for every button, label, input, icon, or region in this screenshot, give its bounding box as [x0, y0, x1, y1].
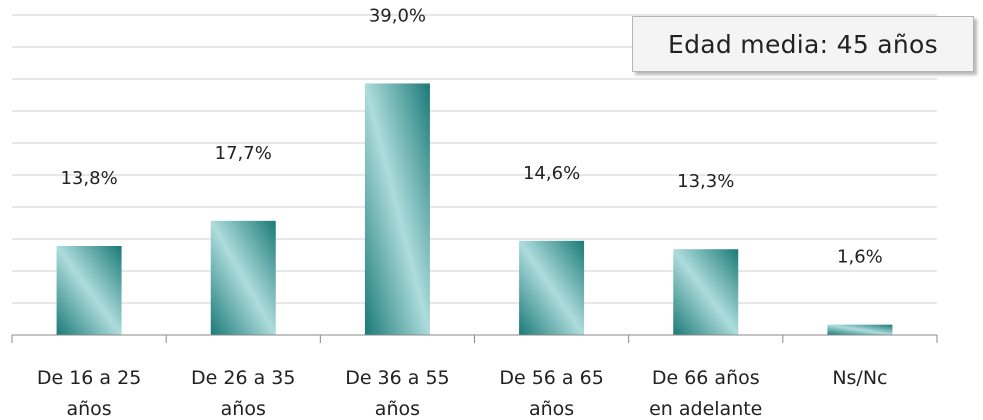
average-age-text: Edad media: 45 años: [668, 29, 938, 59]
bar: [56, 245, 122, 335]
data-label: 1,6%: [837, 247, 883, 268]
category-label: Ns/Nc: [832, 367, 887, 389]
data-label: 13,8%: [60, 168, 117, 189]
category-label: De 56 a 65 años: [499, 367, 603, 420]
bar: [519, 240, 585, 335]
bar: [210, 220, 276, 335]
bar: [827, 324, 893, 335]
bar: [673, 249, 739, 335]
category-label: De 36 a 55 años: [345, 367, 449, 420]
data-label: 13,3%: [677, 171, 734, 192]
category-label: De 66 años en adelante: [649, 367, 762, 420]
data-label: 17,7%: [215, 143, 272, 164]
data-label: 39,0%: [369, 5, 426, 26]
category-label: De 16 a 25 años: [37, 367, 141, 420]
average-age-callout: Edad media: 45 años: [632, 16, 974, 72]
data-label: 14,6%: [523, 163, 580, 184]
category-label: De 26 a 35 años: [191, 367, 295, 420]
bar: [364, 83, 430, 335]
